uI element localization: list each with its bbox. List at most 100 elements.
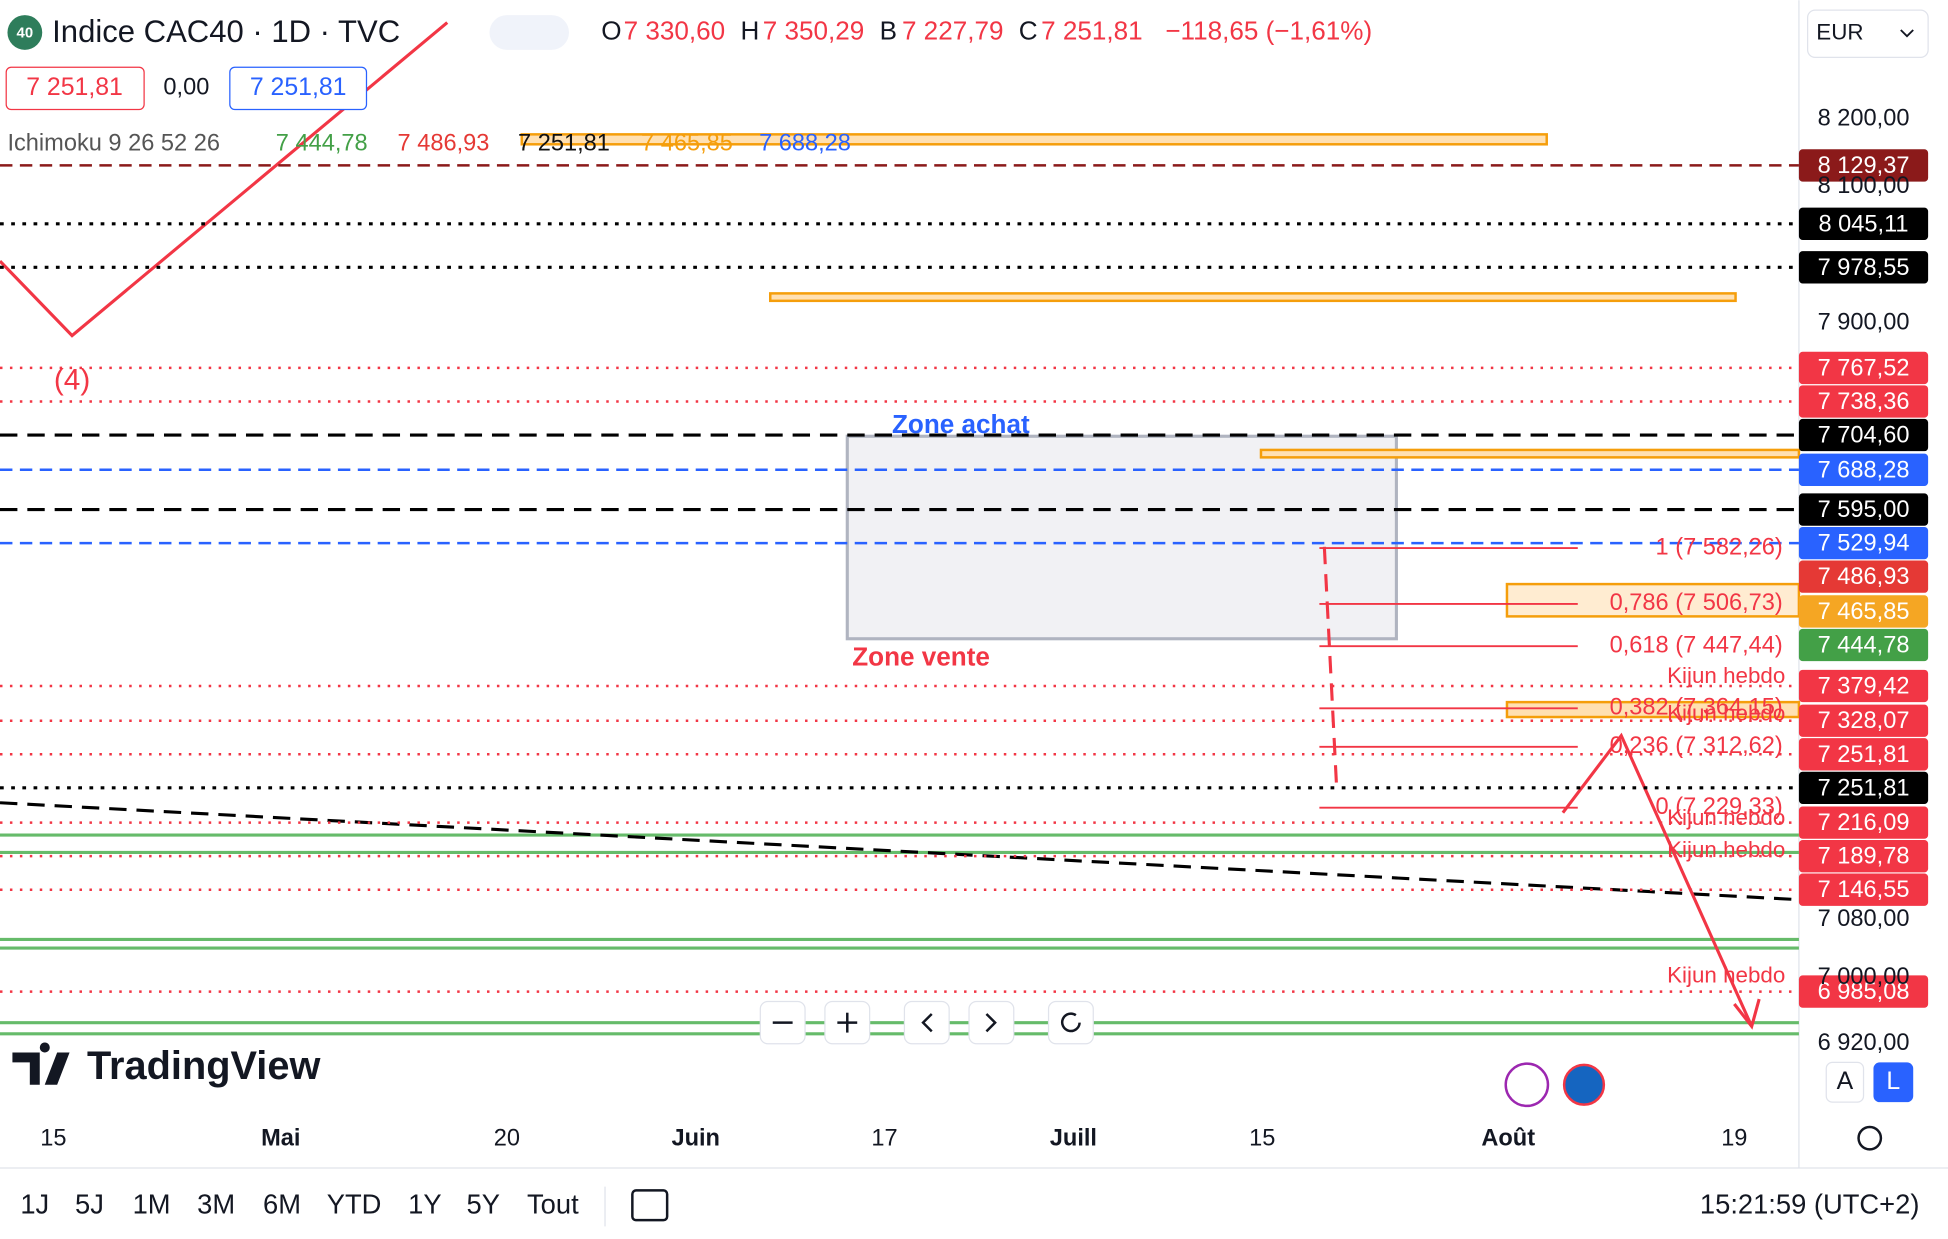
time-tick: 19: [1721, 1126, 1747, 1152]
currency-select[interactable]: [1806, 9, 1929, 58]
indicator-value: 7 251,81: [518, 131, 610, 157]
range-button[interactable]: 5Y: [467, 1189, 500, 1220]
settings-icon[interactable]: [1857, 1125, 1883, 1151]
sell-box[interactable]: [5, 66, 145, 111]
price-tick: 8 100,00: [1818, 173, 1910, 199]
price-marker-label: 7 688,28: [1818, 457, 1910, 483]
scale-auto: A: [1837, 1068, 1854, 1095]
fib-label: 0,618 (7 447,44): [1610, 632, 1783, 658]
range-button[interactable]: 6M: [263, 1189, 301, 1220]
price-marker-label: 7 465,85: [1818, 599, 1910, 625]
buy-price: 7 251,81: [250, 74, 347, 101]
price-marker: [1798, 560, 1929, 593]
price-marker: [1798, 453, 1929, 486]
price-marker-label: 7 595,00: [1818, 497, 1910, 523]
price-tick: 6 920,00: [1818, 1030, 1910, 1056]
kijun-label: Kijun hebdo: [1667, 700, 1785, 725]
price-marker: [1798, 526, 1929, 560]
zone-sell: Zone vente: [852, 642, 990, 672]
price-marker: [1798, 628, 1929, 662]
fib-trend: [1322, 546, 1339, 791]
range-button[interactable]: 3M: [197, 1189, 235, 1220]
ohlc-value: 7 330,60: [624, 15, 726, 45]
time-tick: Août: [1481, 1126, 1535, 1152]
price-tick: 7 000,00: [1818, 964, 1910, 990]
fib-label: 0,382 (7 364,15): [1610, 695, 1783, 721]
range-button[interactable]: 1J: [20, 1189, 49, 1220]
time-tick: Juill: [1050, 1126, 1097, 1152]
fib-label: 1 (7 582,26): [1656, 534, 1783, 560]
range-button[interactable]: 5J: [75, 1189, 104, 1220]
sell-price: 7 251,81: [26, 74, 123, 101]
price-marker: [1798, 806, 1929, 839]
price-marker-label: 7 251,81: [1818, 742, 1910, 768]
time-tick: Mai: [261, 1126, 300, 1152]
ohlc-key: O: [601, 15, 621, 45]
symbol-title: Indice CAC40 · 1D · TVC: [52, 14, 400, 49]
date-range-icon[interactable]: [631, 1189, 669, 1222]
ohlc-value: 7 227,79: [902, 15, 1004, 45]
price-marker: [1798, 207, 1929, 240]
price-marker-label: 7 328,07: [1818, 708, 1910, 734]
price-marker-label: 7 529,94: [1818, 531, 1910, 557]
zone-box: [845, 434, 1398, 641]
badge-text: 40: [17, 26, 34, 42]
eu-icon[interactable]: [1562, 1063, 1606, 1106]
kijun-label: Kijun hebdo: [1667, 663, 1785, 688]
price-marker-label: 7 251,81: [1818, 775, 1910, 801]
orange-level: [520, 133, 1548, 146]
spread: 0,00: [163, 75, 209, 101]
fib-label: 0 (7 229,33): [1656, 794, 1783, 820]
kijun-label: Kijun hebdo: [1667, 805, 1785, 830]
time-tick: 15: [1249, 1126, 1275, 1152]
price-marker: [1798, 351, 1929, 385]
green-levels: [0, 833, 1799, 1036]
price-marker-label: 7 767,52: [1818, 355, 1910, 381]
chevron: [1900, 29, 1914, 38]
orange-level: [1259, 448, 1801, 459]
logo-mark: [12, 1042, 70, 1085]
orange-level: [1505, 582, 1801, 618]
auto-scale[interactable]: [1825, 1061, 1865, 1103]
compare-toggle[interactable]: [489, 15, 569, 50]
range-button[interactable]: Tout: [527, 1189, 579, 1220]
fib-label: 0,236 (7 312,62): [1610, 733, 1783, 759]
price-marker: [1798, 738, 1929, 771]
time-tick: 15: [40, 1126, 66, 1152]
flash-icon[interactable]: [1504, 1062, 1550, 1108]
orange-level: [769, 292, 1737, 303]
indicator-name: Ichimoku 9 26 52 26: [7, 131, 219, 157]
price-marker: [1798, 840, 1929, 873]
time-tick: Juin: [671, 1126, 720, 1152]
price-marker-label: 7 146,55: [1818, 877, 1910, 903]
range-button[interactable]: YTD: [327, 1189, 382, 1220]
forecast-arrow: [1561, 732, 1754, 1028]
price-marker-label: 7 216,09: [1818, 810, 1910, 836]
price-marker: [1798, 704, 1929, 737]
price-marker-label: 7 486,93: [1818, 564, 1910, 590]
price-marker: [1798, 149, 1929, 182]
currency: EUR: [1816, 20, 1863, 45]
price-marker-label: 8 045,11: [1818, 211, 1908, 237]
price-marker-label: 7 444,78: [1818, 632, 1910, 658]
scale-log: L: [1886, 1068, 1900, 1095]
range-button[interactable]: 1M: [133, 1189, 171, 1220]
buy-box[interactable]: [229, 66, 368, 111]
price-marker-label: 8 129,37: [1818, 153, 1910, 179]
indicator-value: 7 688,28: [759, 131, 851, 157]
range-button[interactable]: 1Y: [408, 1189, 441, 1220]
log-scale[interactable]: [1873, 1062, 1914, 1103]
change: −118,65 (−1,61%): [1165, 15, 1372, 45]
arrow-head: [1733, 998, 1761, 1030]
price-marker: [1798, 251, 1929, 284]
zoom-icons: [772, 1012, 1081, 1033]
kijun-label: Kijun hebdo: [1667, 963, 1785, 988]
price-marker-label: 7 704,60: [1818, 422, 1910, 448]
price-marker-label: 7 978,55: [1818, 255, 1910, 281]
fib-label: 0,786 (7 506,73): [1610, 590, 1783, 616]
price-marker: [1798, 771, 1929, 804]
price-tick: 7 080,00: [1818, 906, 1910, 932]
ohlc-key: C: [1019, 15, 1038, 45]
indicator-value: 7 486,93: [398, 131, 490, 157]
